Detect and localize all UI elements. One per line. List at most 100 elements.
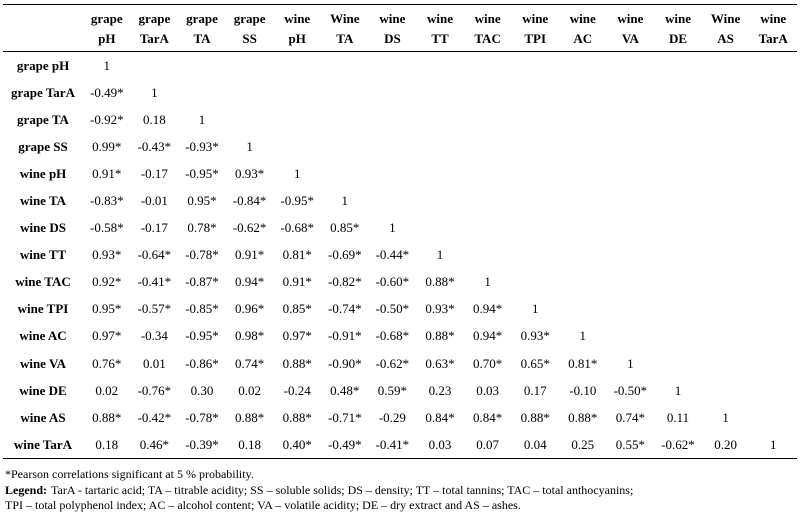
value-cell: -0.90* (327, 355, 362, 371)
value-cell: -0.69* (327, 247, 362, 263)
value-cell: 0.88* (234, 409, 265, 425)
column-header-top: wine (760, 11, 787, 26)
value-cell: -0.95* (185, 328, 219, 344)
row-label: wine TarA (13, 436, 73, 452)
column-header-wine-ta: Wine TA (321, 9, 369, 51)
value-cell: -0.17 (140, 165, 168, 181)
table-row: wine TT 0.93* -0.64* -0.78* 0.91* 0.81* -0.69*… (3, 242, 797, 269)
value-cell: 0.97* (282, 328, 312, 344)
column-header-wine-ph: wine pH (273, 9, 321, 51)
column-header-bottom: TarA (758, 31, 788, 46)
table-row: wine AC 0.97* -0.34 -0.95* 0.98* 0.97* -0.91* -… (3, 323, 797, 350)
value-cell: 0.84* (425, 409, 455, 425)
value-cell: 0.76* (92, 355, 122, 371)
table-row: wine AS 0.88* -0.42* -0.78* 0.88* 0.88* -0.71*… (3, 404, 797, 431)
column-header-wine-ac: wine AC (559, 9, 607, 51)
row-label: grape TA (17, 111, 69, 127)
column-header-top: Wine (330, 11, 360, 26)
table-row: wine DS -0.58* -0.17 0.78* -0.62* -0.68* 0.85*… (3, 215, 797, 242)
column-header-top: wine (522, 11, 549, 26)
value-cell: -0.68* (280, 220, 314, 236)
value-cell: 1 (151, 84, 158, 100)
value-cell: 0.59* (377, 382, 408, 398)
value-cell: 1 (436, 247, 444, 263)
value-cell: 0.85* (330, 220, 360, 236)
value-cell: -0.93* (185, 138, 219, 154)
value-cell: 0.95* (187, 193, 217, 209)
row-label: wine DE (19, 382, 67, 398)
value-cell: -0.68* (375, 328, 410, 344)
column-header-grape-tara: grape TarA (131, 9, 179, 51)
value-cell: 0.88* (425, 328, 455, 344)
value-cell: 0.03 (476, 382, 499, 398)
value-cell: 1 (198, 111, 206, 127)
column-header-wine-ds: wine DS (369, 9, 417, 51)
table-row: wine TPI 0.95* -0.57* -0.85* 0.96* 0.85* -0.74… (3, 296, 797, 323)
value-cell: -0.49* (327, 436, 362, 452)
column-header-wine-de: wine DE (654, 9, 702, 51)
table-row: wine VA 0.76* 0.01 -0.86* 0.74* 0.88* -0.90* -0… (3, 350, 797, 377)
legend-line-2: TPI – total polyphenol index; AC – alcoh… (5, 498, 521, 512)
value-cell: 0.07 (476, 436, 499, 452)
column-header-wine-tac: wine TAC (464, 9, 512, 51)
value-cell: 0.55* (615, 436, 646, 452)
table-row: grape TarA -0.49* 1 (3, 79, 797, 106)
column-header-top: wine (569, 11, 596, 26)
table-row: wine pH 0.91* -0.17 -0.95* 0.93* 1 (3, 160, 797, 187)
value-cell: 0.03 (428, 436, 452, 452)
value-cell: 0.65* (520, 355, 550, 371)
value-cell: 0.88* (92, 409, 122, 425)
table-row: grape SS 0.99* -0.43* -0.93* 1 (3, 133, 797, 160)
value-cell: 0.95* (92, 301, 122, 317)
table-row: wine TAC 0.92* -0.41* -0.87* 0.94* 0.91* -0.82… (3, 269, 797, 296)
value-cell: -0.86* (185, 355, 219, 371)
value-cell: 0.70* (472, 355, 503, 371)
value-cell: 0.01 (143, 355, 166, 371)
value-cell: 0.91* (282, 274, 312, 290)
value-cell: 1 (627, 355, 634, 371)
value-cell: -0.91* (327, 328, 362, 344)
value-cell: 1 (484, 274, 491, 290)
value-cell: -0.01 (140, 193, 168, 209)
row-label: grape TarA (11, 84, 75, 100)
row-label: wine TT (19, 247, 67, 263)
column-header-bottom: DE (668, 31, 688, 46)
value-cell: 0.88* (282, 355, 312, 371)
value-cell: -0.62* (661, 436, 695, 452)
column-header-grape-ss: grape SS (226, 9, 274, 51)
value-cell: 1 (389, 220, 396, 236)
column-header-top: grape (90, 11, 123, 26)
row-label: grape pH (16, 57, 70, 73)
column-header-top: wine (617, 11, 644, 26)
table-header-row: grape pH grape TarA grape TA grape SS wine pH Wine… (3, 5, 797, 52)
value-cell: -0.10 (569, 382, 597, 398)
column-header-wine-tt: wine TT (416, 9, 464, 51)
value-cell: -0.71* (327, 409, 362, 425)
value-cell: 0.25 (571, 436, 595, 452)
value-cell: -0.44* (375, 247, 410, 263)
column-header-top: grape (138, 11, 171, 26)
table-row: wine TA -0.83* -0.01 0.95* -0.84* -0.95* 1 (3, 187, 797, 214)
column-header-top: grape (233, 11, 266, 26)
value-cell: 0.91* (234, 247, 265, 263)
value-cell: -0.95* (280, 193, 314, 209)
value-cell: 0.23 (428, 382, 452, 398)
value-cell: 0.78* (187, 220, 217, 236)
column-header-bottom: TT (431, 31, 449, 46)
value-cell: -0.39* (185, 436, 219, 452)
row-label: wine AC (19, 328, 67, 344)
value-cell: 0.93* (234, 165, 265, 181)
column-header-top: wine (426, 11, 453, 26)
value-cell: 0.63* (425, 355, 455, 371)
value-cell: 0.88* (282, 409, 312, 425)
row-label: wine TAC (15, 274, 71, 290)
value-cell: -0.50* (613, 382, 648, 398)
value-cell: 0.97* (92, 328, 122, 344)
value-cell: 0.84* (472, 409, 503, 425)
value-cell: 1 (531, 301, 539, 317)
value-cell: 0.81* (282, 247, 312, 263)
value-cell: 0.20 (714, 436, 737, 452)
value-cell: 0.74* (234, 355, 265, 371)
value-cell: 1 (769, 436, 777, 452)
